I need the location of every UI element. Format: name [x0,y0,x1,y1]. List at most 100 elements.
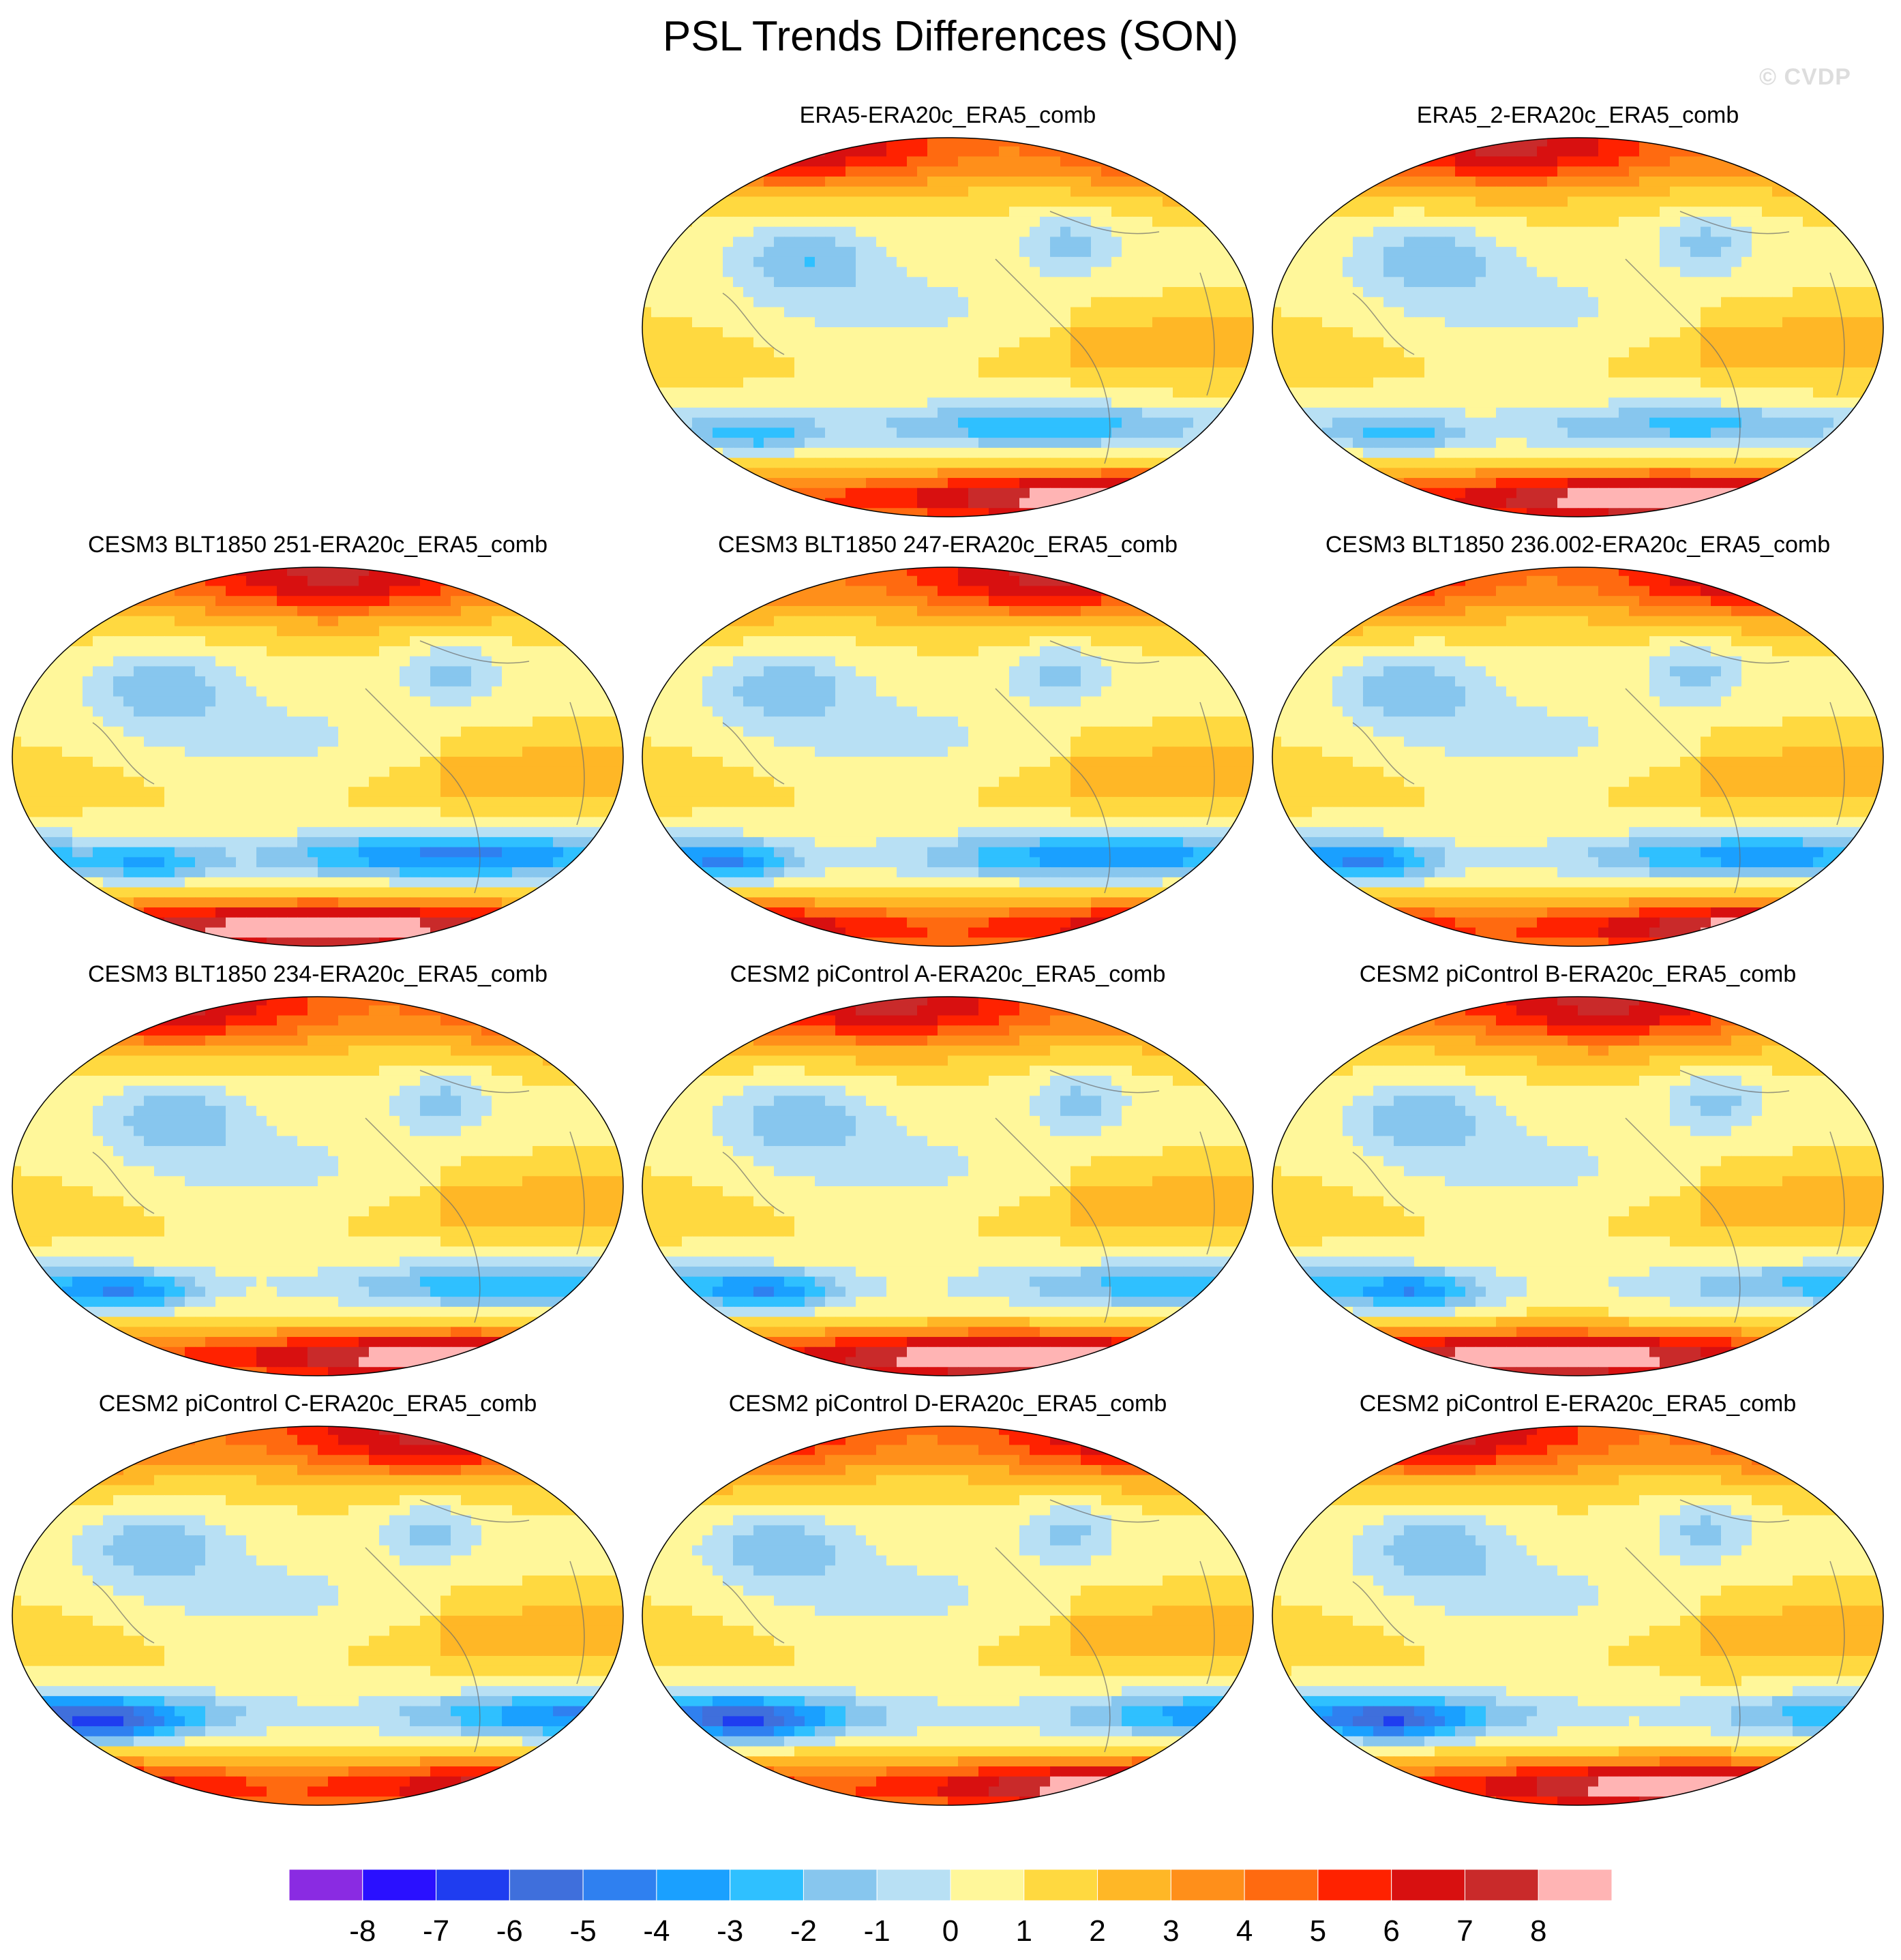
map-border [642,137,1254,517]
global-map [642,137,1254,517]
global-map [12,1426,624,1806]
colorbar-swatch [509,1869,584,1901]
coastline-overlay [722,1070,1215,1323]
map-border [1272,567,1884,947]
colorbar-swatch [1023,1869,1098,1901]
coastline-overlay [722,1499,1215,1753]
global-map [642,567,1254,947]
psl-trend-field [12,1426,623,1805]
map-border [1272,996,1884,1376]
map-panel: CESM2 piControl B-ERA20c_ERA5_comb [1271,961,1885,1384]
global-map [1272,1426,1884,1806]
colorbar-swatch [1244,1869,1319,1901]
global-map [1272,996,1884,1376]
panel-title: CESM2 piControl E-ERA20c_ERA5_comb [1271,1391,1885,1417]
coastline-overlay [92,1070,585,1323]
map-panel: ERA5_2-ERA20c_ERA5_comb [1271,102,1885,525]
psl-trend-field [642,997,1253,1376]
panel-title: ERA5-ERA20c_ERA5_comb [641,102,1255,129]
panel-title: CESM2 piControl D-ERA20c_ERA5_comb [641,1391,1255,1417]
colorbar-swatch [950,1869,1025,1901]
map-border [12,996,624,1376]
colorbar-swatch [582,1869,657,1901]
colorbar-tick-label: -4 [643,1914,670,1948]
psl-trend-field [1272,138,1883,517]
map-border [1272,1426,1884,1806]
coastline-overlay [722,640,1215,894]
global-map [12,996,624,1376]
global-map [642,996,1254,1376]
psl-trend-field [1272,567,1883,946]
watermark: © CVDP [1759,64,1851,91]
psl-trend-field [642,567,1253,946]
colorbar-tick-label: 5 [1310,1914,1326,1948]
colorbar-swatch [803,1869,878,1901]
colorbar-swatch [730,1869,804,1901]
map-panel: CESM2 piControl E-ERA20c_ERA5_comb [1271,1391,1885,1813]
psl-trend-field [642,1426,1253,1805]
colorbar-tick-label: 4 [1236,1914,1253,1948]
psl-trend-field [1272,1426,1883,1805]
map-border [1272,137,1884,517]
map-panel: CESM3 BLT1850 251-ERA20c_ERA5_comb [11,532,625,954]
map-panel: CESM3 BLT1850 234-ERA20c_ERA5_comb [11,961,625,1384]
coastline-overlay [722,211,1215,464]
colorbar-tick-label: 6 [1383,1914,1399,1948]
colorbar-swatch [1170,1869,1245,1901]
coastline-overlay [92,640,585,894]
colorbar-tick-label: 0 [942,1914,959,1948]
map-panel: CESM3 BLT1850 236.002-ERA20c_ERA5_comb [1271,532,1885,954]
colorbar-swatch [1391,1869,1465,1901]
colorbar-tick-label: -5 [570,1914,597,1948]
colorbar-tick-label: -3 [717,1914,743,1948]
colorbar-tick-label: 3 [1163,1914,1179,1948]
global-map [1272,137,1884,517]
colorbar-tick-label: -8 [349,1914,376,1948]
coastline-overlay [1352,640,1845,894]
panel-title: CESM3 BLT1850 234-ERA20c_ERA5_comb [11,961,625,988]
panel-title: CESM2 piControl C-ERA20c_ERA5_comb [11,1391,625,1417]
colorbar-tick-label: 7 [1456,1914,1473,1948]
map-border [642,1426,1254,1806]
colorbar-swatch [656,1869,731,1901]
map-border [642,996,1254,1376]
colorbar [289,1869,1612,1901]
colorbar-tick-label: 2 [1089,1914,1105,1948]
colorbar-swatch [876,1869,951,1901]
colorbar-tick-label: -2 [790,1914,817,1948]
coastline-overlay [92,1499,585,1753]
map-panel: CESM2 piControl C-ERA20c_ERA5_comb [11,1391,625,1813]
global-map [642,1426,1254,1806]
colorbar-tick-label: -1 [864,1914,890,1948]
panel-title: CESM3 BLT1850 247-ERA20c_ERA5_comb [641,532,1255,558]
map-panel: CESM2 piControl A-ERA20c_ERA5_comb [641,961,1255,1384]
panel-title: CESM3 BLT1850 236.002-ERA20c_ERA5_comb [1271,532,1885,558]
colorbar-swatch [1464,1869,1539,1901]
psl-trend-field [1272,997,1883,1376]
map-panel: CESM3 BLT1850 247-ERA20c_ERA5_comb [641,532,1255,954]
panel-title: CESM2 piControl A-ERA20c_ERA5_comb [641,961,1255,988]
colorbar-swatch [289,1869,363,1901]
global-map [12,567,624,947]
panel-title: ERA5_2-ERA20c_ERA5_comb [1271,102,1885,129]
map-panel: ERA5-ERA20c_ERA5_comb [641,102,1255,525]
coastline-overlay [1352,211,1845,464]
map-border [642,567,1254,947]
colorbar-swatch [436,1869,510,1901]
colorbar-swatch [1317,1869,1392,1901]
colorbar-swatch [1097,1869,1171,1901]
panel-title: CESM2 piControl B-ERA20c_ERA5_comb [1271,961,1885,988]
psl-trend-field [12,567,623,946]
colorbar-tick-label: -6 [496,1914,523,1948]
map-border [12,567,624,947]
figure-title: PSL Trends Differences (SON) [0,12,1901,61]
map-border [12,1426,624,1806]
panel-title: CESM3 BLT1850 251-ERA20c_ERA5_comb [11,532,625,558]
coastline-overlay [1352,1070,1845,1323]
global-map [1272,567,1884,947]
psl-trend-field [12,997,623,1376]
map-panel: CESM2 piControl D-ERA20c_ERA5_comb [641,1391,1255,1813]
colorbar-swatch [362,1869,437,1901]
psl-trend-field [642,138,1253,517]
coastline-overlay [1352,1499,1845,1753]
